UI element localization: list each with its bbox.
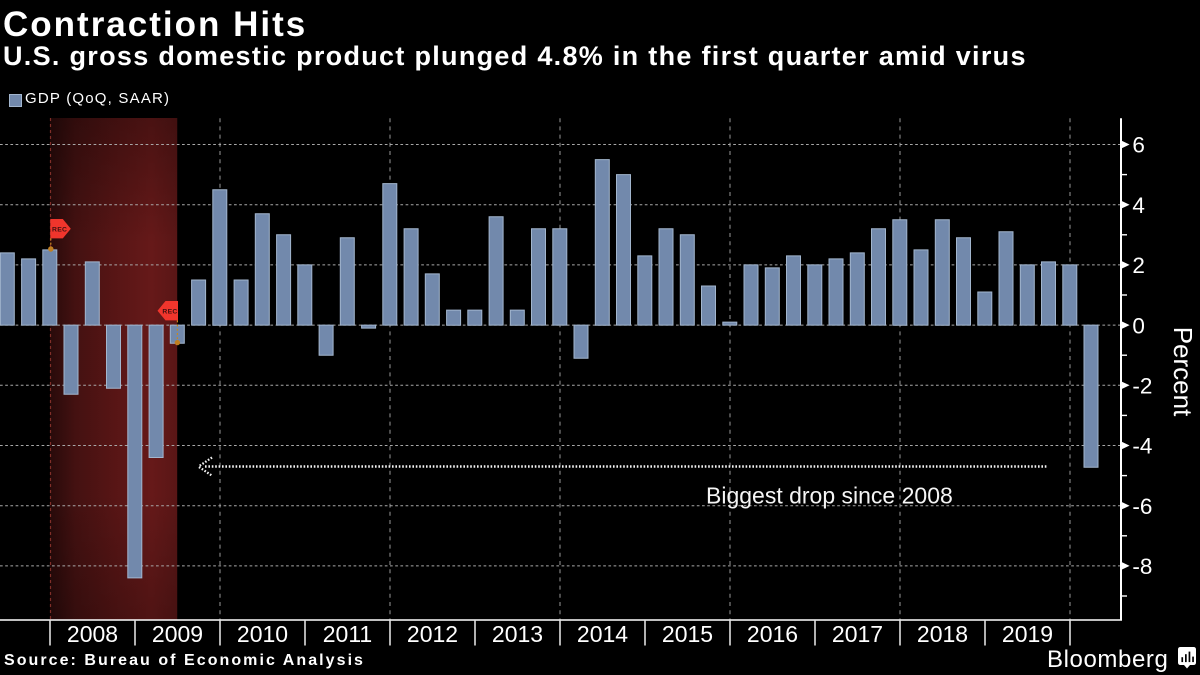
svg-text:2019: 2019 — [1002, 621, 1053, 647]
svg-text:2011: 2011 — [323, 621, 372, 647]
svg-text:2009: 2009 — [152, 621, 203, 647]
svg-text:6: 6 — [1132, 133, 1145, 158]
svg-text:2010: 2010 — [237, 621, 288, 647]
svg-text:-2: -2 — [1132, 374, 1152, 399]
svg-text:2012: 2012 — [407, 621, 458, 647]
svg-text:2017: 2017 — [832, 621, 883, 647]
svg-text:-6: -6 — [1132, 494, 1152, 519]
svg-text:Biggest drop since 2008: Biggest drop since 2008 — [706, 483, 953, 509]
svg-text:2008: 2008 — [67, 621, 118, 647]
svg-text:-4: -4 — [1132, 434, 1152, 459]
svg-text:4: 4 — [1132, 193, 1145, 218]
svg-text:2018: 2018 — [917, 621, 968, 647]
svg-text:2: 2 — [1132, 253, 1145, 278]
svg-text:REC: REC — [52, 227, 67, 234]
svg-text:2016: 2016 — [747, 621, 798, 647]
svg-text:Percent: Percent — [1168, 327, 1198, 417]
svg-text:2014: 2014 — [577, 621, 628, 647]
svg-text:-8: -8 — [1132, 554, 1152, 579]
svg-text:0: 0 — [1132, 313, 1145, 338]
svg-text:2015: 2015 — [662, 621, 713, 647]
svg-text:2013: 2013 — [492, 621, 543, 647]
svg-text:REC: REC — [162, 309, 177, 316]
